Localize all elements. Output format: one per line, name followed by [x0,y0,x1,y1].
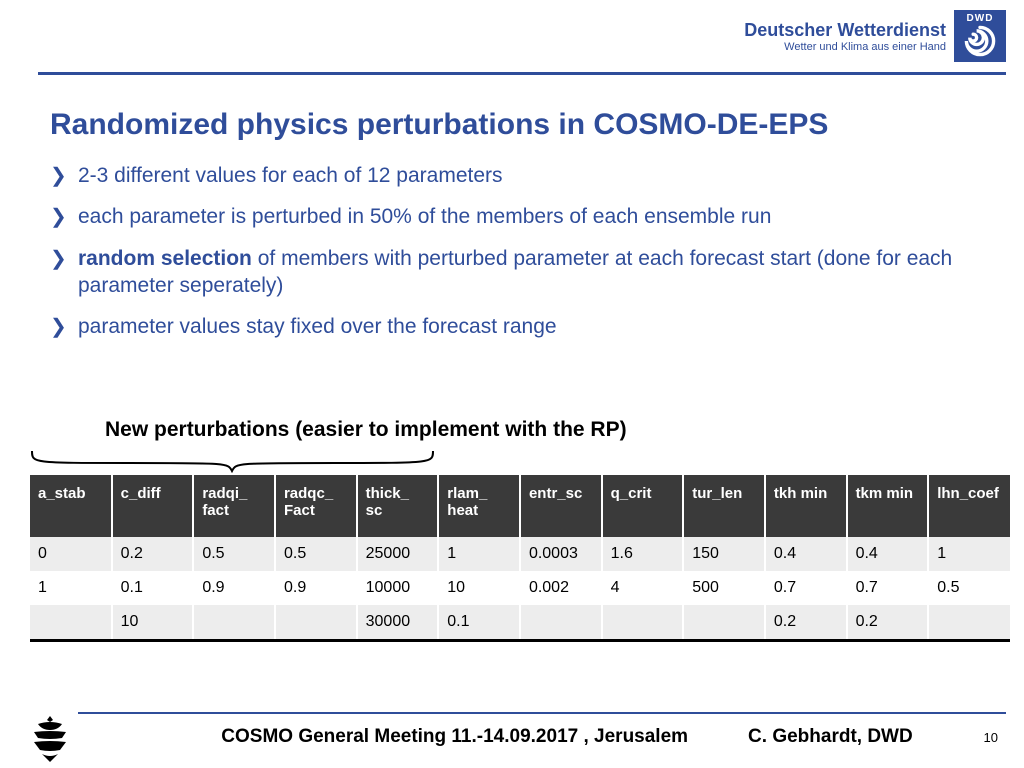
table-cell: 0.2 [112,537,194,571]
table-row: 10.10.90.910000100.00245000.70.70.5 [30,571,1010,605]
bullet-list: 2-3 different values for each of 12 para… [50,162,984,354]
chevron-icon [50,246,78,272]
footer-page-number: 10 [984,730,998,745]
logo-badge-text: DWD [954,13,1006,24]
table-cell: 1.6 [602,537,684,571]
table-body: 00.20.50.52500010.00031.61500.40.4110.10… [30,537,1010,639]
table-cell: 10 [112,605,194,639]
table-header-cell: radqi_ fact [193,475,275,537]
table-header-cell: a_stab [30,475,112,537]
table-header-cell: tkh min [765,475,847,537]
logo-text: Deutscher Wetterdienst Wetter und Klima … [744,20,946,53]
table-cell: 0.1 [112,571,194,605]
table-cell: 0.7 [847,571,929,605]
table-header-cell: c_diff [112,475,194,537]
table-cell: 0 [30,537,112,571]
bullet-item: each parameter is perturbed in 50% of th… [50,203,984,230]
table-cell: 30000 [357,605,439,639]
bullet-item: 2-3 different values for each of 12 para… [50,162,984,189]
spiral-icon [963,24,997,58]
logo-subtitle: Wetter und Klima aus einer Hand [744,41,946,53]
table-header-cell: rlam_ heat [438,475,520,537]
chevron-icon [50,314,78,340]
chevron-icon [50,163,78,189]
table-cell: 0.1 [438,605,520,639]
table-cell [193,605,275,639]
table-cell: 0.5 [275,537,357,571]
header-rule [38,72,1006,75]
header: Deutscher Wetterdienst Wetter und Klima … [0,0,1024,80]
parameter-table: a_stabc_diffradqi_ factradqc_ Factthick_… [30,475,1010,639]
table-row: 10 300000.1 0.20.2 [30,605,1010,639]
bullet-item: random selection of members with perturb… [50,245,984,300]
bullet-text: each parameter is perturbed in 50% of th… [78,203,771,230]
table-cell: 25000 [357,537,439,571]
table-cell: 0.9 [193,571,275,605]
logo-title: Deutscher Wetterdienst [744,20,946,41]
slide: Deutscher Wetterdienst Wetter und Klima … [0,0,1024,768]
footer: COSMO General Meeting 11.-14.09.2017 , J… [0,712,1024,768]
table-cell: 1 [928,537,1010,571]
table-cell: 0.2 [765,605,847,639]
bullet-text: 2-3 different values for each of 12 para… [78,162,503,189]
bullet-item: parameter values stay fixed over the for… [50,313,984,340]
table-cell: 10000 [357,571,439,605]
table-cell: 1 [30,571,112,605]
dwd-logo-icon: DWD [954,10,1006,62]
footer-author: C. Gebhardt, DWD [748,726,913,748]
table-header-cell: lhn_coef [928,475,1010,537]
table-cell: 500 [683,571,765,605]
table-header-cell: q_crit [602,475,684,537]
bullet-text: parameter values stay fixed over the for… [78,313,557,340]
table-cell [30,605,112,639]
table-cell: 0.2 [847,605,929,639]
table-cell [275,605,357,639]
footer-meeting: COSMO General Meeting 11.-14.09.2017 , J… [221,726,688,748]
table-cell: 0.4 [847,537,929,571]
table-cell [928,605,1010,639]
curly-brace-icon [30,449,435,473]
footer-rule [78,712,1006,714]
table-header-cell: tkm min [847,475,929,537]
table-header-cell: tur_len [683,475,765,537]
table-cell: 0.002 [520,571,602,605]
table-cell [602,605,684,639]
table-cell [683,605,765,639]
table-cell: 0.9 [275,571,357,605]
brace-label: New perturbations (easier to implement w… [105,418,627,442]
table-cell: 0.0003 [520,537,602,571]
table-cell: 0.4 [765,537,847,571]
table-cell: 0.5 [193,537,275,571]
table-cell: 150 [683,537,765,571]
table-cell: 0.5 [928,571,1010,605]
table-cell: 4 [602,571,684,605]
parameter-table-wrap: a_stabc_diffradqi_ factradqc_ Factthick_… [30,475,1010,642]
table-cell [520,605,602,639]
table-header-cell: thick_ sc [357,475,439,537]
footer-text: COSMO General Meeting 11.-14.09.2017 , J… [170,726,964,748]
eagle-icon [28,714,72,762]
table-header-row: a_stabc_diffradqi_ factradqc_ Factthick_… [30,475,1010,537]
table-header-cell: radqc_ Fact [275,475,357,537]
chevron-icon [50,204,78,230]
table-cell: 10 [438,571,520,605]
table-cell: 0.7 [765,571,847,605]
table-header-cell: entr_sc [520,475,602,537]
table-row: 00.20.50.52500010.00031.61500.40.41 [30,537,1010,571]
slide-title: Randomized physics perturbations in COSM… [50,108,828,142]
table-bottom-rule [30,639,1010,642]
bullet-text: random selection of members with perturb… [78,245,984,300]
logo-block: Deutscher Wetterdienst Wetter und Klima … [744,10,1006,62]
table-cell: 1 [438,537,520,571]
